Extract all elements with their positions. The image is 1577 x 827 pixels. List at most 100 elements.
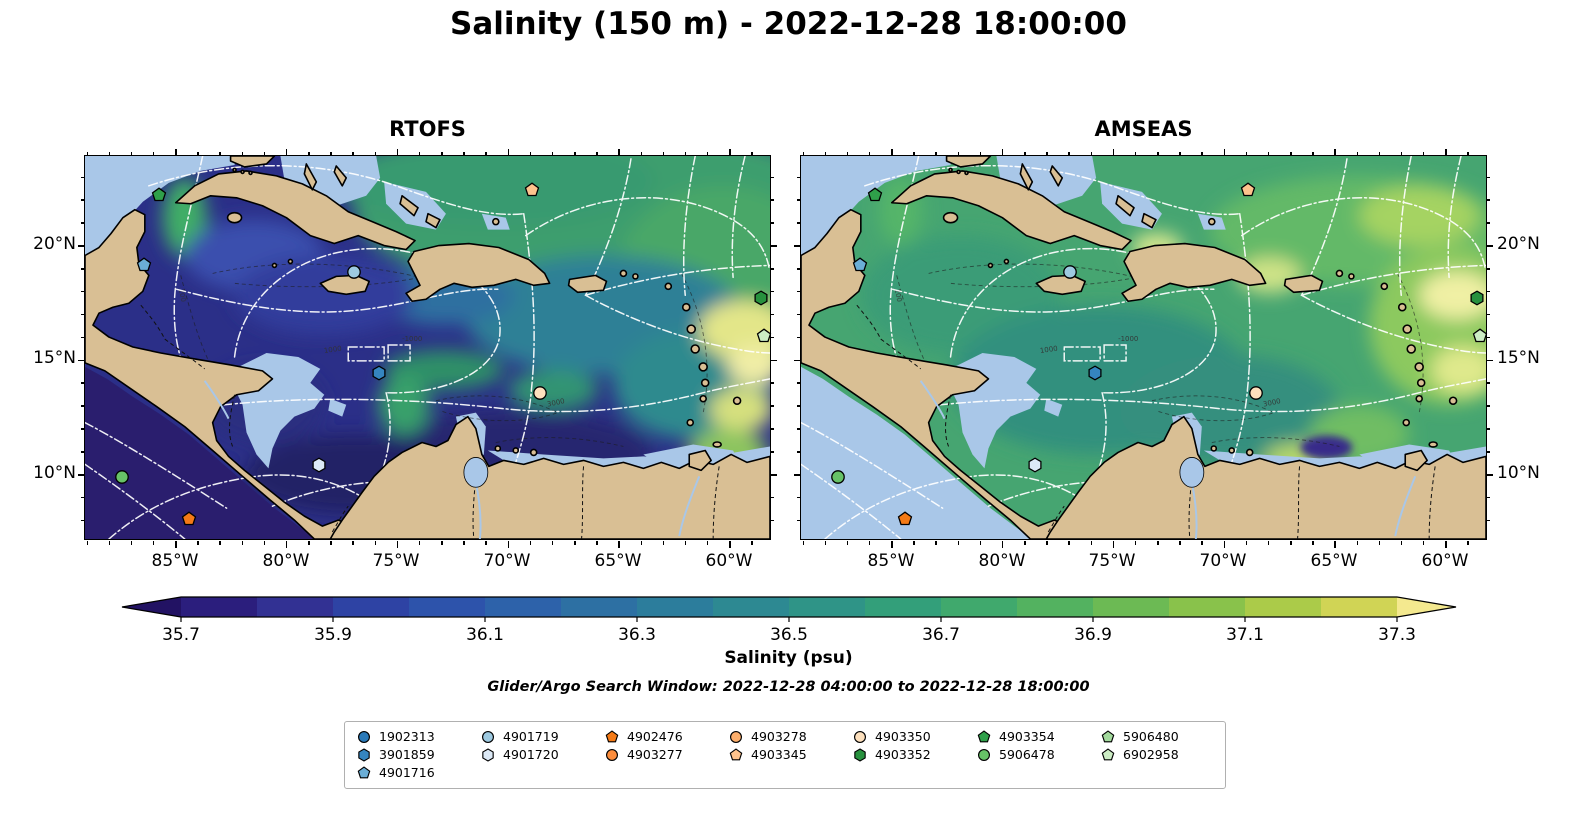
tick-top-59	[1467, 152, 1469, 156]
tick-top-88	[108, 152, 111, 156]
tick-right-13	[770, 405, 774, 407]
tick-left-18	[81, 290, 85, 293]
tick-bottom-59	[1467, 541, 1469, 545]
tick-right-18	[1486, 290, 1490, 293]
tick-top-86	[152, 152, 155, 156]
tick-right-12	[770, 428, 774, 430]
tick-top-82	[241, 152, 244, 156]
tick-bottom-63	[662, 541, 665, 545]
legend-column-6: 4903354 5906478	[977, 729, 1089, 780]
tick-bottom-61	[706, 541, 709, 545]
tick-right-21	[770, 222, 774, 224]
tick-bottom-67	[574, 541, 576, 545]
tick-bottom-78	[330, 541, 332, 545]
tick-right-20	[770, 245, 777, 247]
tick-bottom-64	[1356, 541, 1358, 545]
tick-bottom-74	[418, 541, 421, 545]
tick-bottom-84	[913, 541, 915, 545]
tick-left-12	[81, 428, 85, 430]
legend-item-4903277: 4903277	[605, 747, 717, 762]
tick-top-78	[1046, 152, 1048, 156]
tick-top-59	[751, 152, 753, 156]
tick-bottom-78	[1046, 541, 1048, 545]
tick-left-17	[81, 313, 85, 316]
rtofs-map-panel	[78, 149, 777, 548]
tick-top-68	[1267, 152, 1270, 156]
tick-bottom-67	[1290, 541, 1292, 545]
legend-column-3: 4902476 4903277	[605, 729, 717, 780]
search-window-caption: Glider/Argo Search Window: 2022-12-28 04…	[487, 679, 1090, 695]
legend-column-4: 4903278 4903345	[729, 729, 841, 780]
legend-item-6902958: 6902958	[1101, 747, 1213, 762]
tick-bottom-80	[1001, 541, 1004, 548]
tick-left-8	[797, 519, 801, 522]
lon-label-rtofs-85: 85°W	[151, 551, 199, 571]
tick-right-14	[770, 382, 774, 384]
tick-bottom-81	[979, 541, 982, 545]
tick-right-10	[770, 474, 777, 476]
tick-top-80	[285, 149, 288, 156]
colorbar-tick-36.7: 36.7	[922, 625, 960, 645]
tick-bottom-70	[507, 541, 509, 548]
tick-top-60	[729, 149, 731, 156]
lat-label-right-10: 10°N	[1497, 463, 1540, 483]
tick-top-62	[684, 152, 687, 156]
lat-label-right-15: 15°N	[1497, 348, 1540, 368]
tick-bottom-80	[285, 541, 288, 548]
lon-label-rtofs-70: 70°W	[483, 551, 531, 571]
tick-bottom-72	[1179, 541, 1181, 545]
tick-left-20	[794, 245, 801, 247]
tick-right-9	[770, 496, 774, 499]
tick-right-12	[1486, 428, 1490, 430]
lon-label-rtofs-80: 80°W	[262, 551, 310, 571]
legend-label-5906480: 5906480	[1123, 729, 1179, 744]
legend-item-4903278: 4903278	[729, 729, 841, 744]
legend-item-5906480: 5906480	[1101, 729, 1213, 744]
tick-left-21	[81, 222, 85, 224]
tick-left-18	[797, 290, 801, 293]
tick-right-22	[770, 199, 774, 201]
tick-left-21	[797, 222, 801, 224]
lon-label-rtofs-65: 65°W	[594, 551, 642, 571]
tick-left-22	[797, 199, 801, 201]
tick-bottom-72	[463, 541, 465, 545]
rtofs-map	[85, 156, 770, 539]
tick-bottom-65	[618, 541, 620, 548]
float-circle-icon	[605, 748, 619, 762]
lat-label-10: 10°N	[33, 463, 76, 483]
tick-left-16	[797, 336, 801, 339]
float-pentagon-icon	[729, 747, 743, 762]
tick-bottom-63	[1378, 541, 1381, 545]
legend-item-5906478: 5906478	[977, 747, 1089, 762]
tick-bottom-76	[1090, 541, 1092, 545]
tick-left-13	[81, 405, 85, 407]
tick-bottom-76	[374, 541, 376, 545]
float-pentagon-icon	[977, 729, 991, 744]
colorbar-tick-35.7: 35.7	[162, 625, 200, 645]
tick-bottom-81	[263, 541, 266, 545]
tick-bottom-86	[152, 541, 155, 545]
tick-right-19	[770, 268, 774, 270]
legend-item-4903352: 4903352	[853, 747, 965, 762]
tick-bottom-83	[935, 541, 937, 545]
tick-top-77	[352, 152, 354, 156]
tick-left-9	[81, 496, 85, 499]
tick-right-11	[770, 451, 774, 453]
float-hexagon-icon	[357, 747, 371, 762]
tick-right-17	[1486, 313, 1490, 316]
tick-left-10	[78, 474, 85, 476]
tick-top-72	[1179, 152, 1181, 156]
legend-column-2: 4901719 4901720	[481, 729, 593, 780]
lat-label-15: 15°N	[33, 348, 76, 368]
tick-top-68	[551, 152, 554, 156]
float-circle-icon	[853, 730, 867, 744]
legend-item-4903345: 4903345	[729, 747, 841, 762]
tick-top-84	[197, 152, 199, 156]
tick-left-19	[797, 268, 801, 270]
tick-top-75	[396, 149, 399, 156]
tick-top-65	[618, 149, 620, 156]
tick-top-87	[130, 152, 133, 156]
tick-top-75	[1112, 149, 1115, 156]
tick-bottom-75	[1112, 541, 1115, 548]
lon-label-rtofs-60: 60°W	[705, 551, 753, 571]
